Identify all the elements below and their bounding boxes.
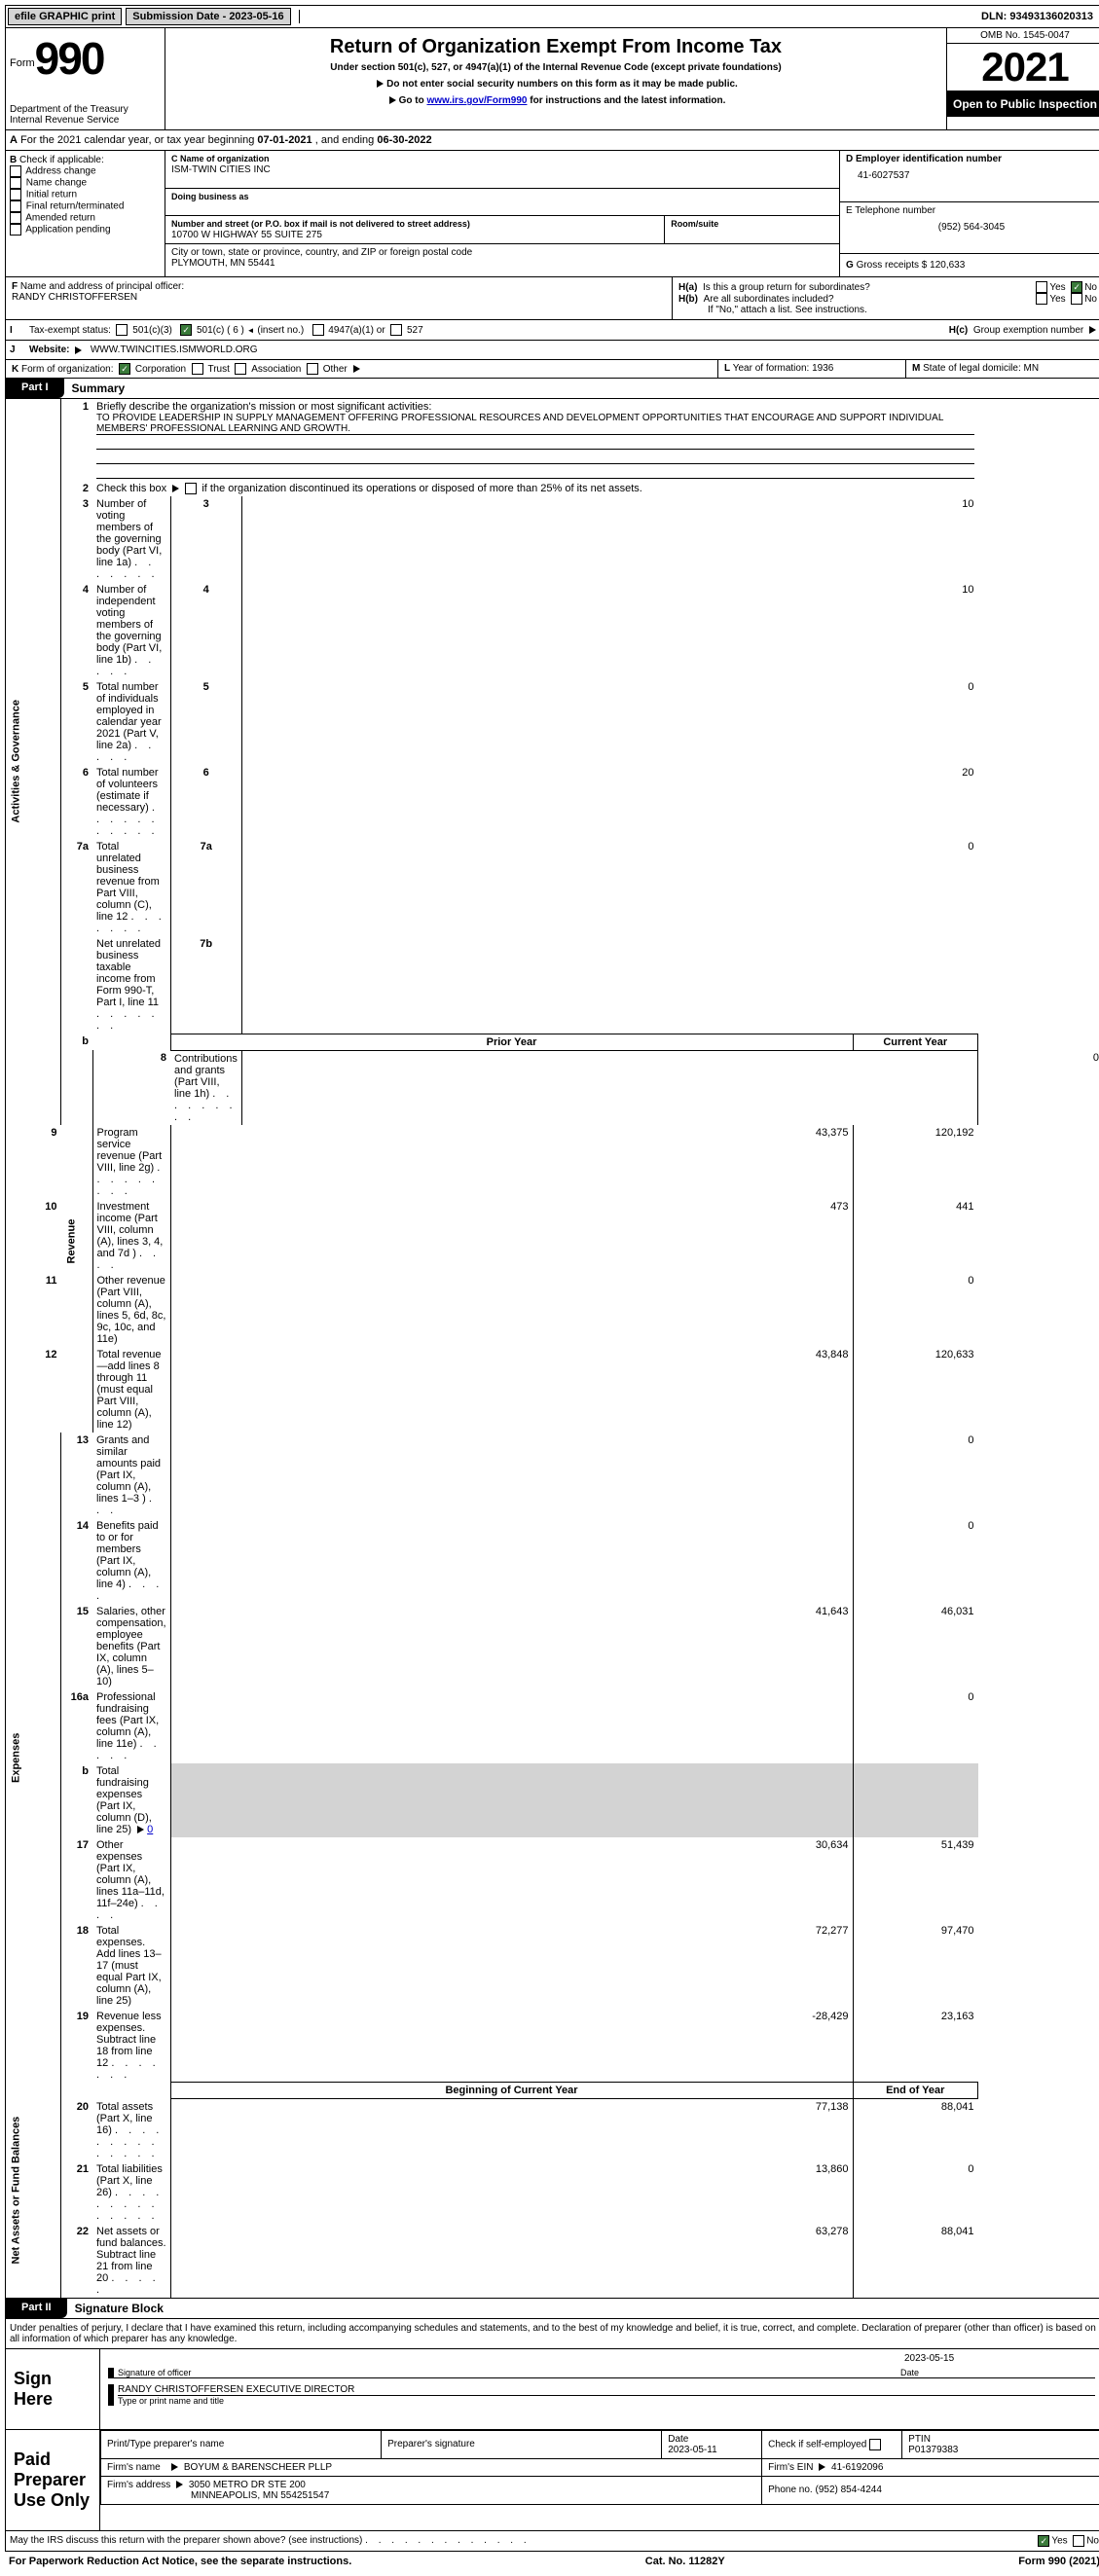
page-footer: For Paperwork Reduction Act Notice, see … [5,2552,1099,2571]
section-b: B Check if applicable: Address change Na… [6,151,165,276]
checkbox-association[interactable] [235,363,246,375]
part2-header: Part II Signature Block [5,2299,1099,2319]
form-title: Return of Organization Exempt From Incom… [169,36,942,58]
form-identifier: Form990 Department of the Treasury Inter… [6,28,165,129]
checkbox-initial-return[interactable] [10,189,21,200]
sign-here-label: Sign Here [6,2349,100,2429]
val-5: 0 [241,679,977,765]
principal-officer: RANDY CHRISTOFFERSEN [12,292,137,303]
section-klm: K Form of organization: Corporation Trus… [5,360,1099,379]
checkbox-trust[interactable] [192,363,203,375]
checkbox-name-change[interactable] [10,177,21,189]
firm-address: 3050 METRO DR STE 200 [189,2480,306,2490]
checkbox-hb-yes[interactable] [1036,293,1047,305]
checkbox-application-pending[interactable] [10,224,21,236]
part1-header: Part I Summary [5,379,1099,399]
side-label-expenses: Expenses [6,1433,61,2083]
gross-receipts: 120,633 [930,260,965,271]
val-7a: 0 [241,839,977,936]
section-bcdefg: B Check if applicable: Address change Na… [5,151,1099,277]
checkbox-501c[interactable] [180,324,192,336]
checkbox-address-change[interactable] [10,165,21,177]
val-3: 10 [241,496,977,582]
preparer-table: Print/Type preparer's namePreparer's sig… [100,2430,1099,2505]
section-a: A For the 2021 calendar year, or tax yea… [5,130,1099,151]
checkbox-527[interactable] [390,324,402,336]
checkbox-hb-no[interactable] [1071,293,1082,305]
checkbox-501c3[interactable] [116,324,128,336]
checkbox-final-return[interactable] [10,200,21,212]
firm-phone: (952) 854-4244 [816,2485,882,2495]
fundraising-link[interactable]: 0 [147,1824,153,1835]
irs-link[interactable]: www.irs.gov/Form990 [426,95,527,106]
checkbox-discuss-yes[interactable] [1038,2535,1049,2547]
declaration: Under penalties of perjury, I declare th… [6,2319,1099,2348]
section-i: ITax-exempt status: 501(c)(3) 501(c) ( 6… [5,320,1099,341]
officer-name: RANDY CHRISTOFFERSEN EXECUTIVE DIRECTOR [118,2384,1095,2395]
omb-number: OMB No. 1545-0047 [947,28,1099,44]
state-domicile: MN [1024,363,1040,374]
irs-label: Internal Revenue Service [10,115,161,126]
side-label-netassets: Net Assets or Fund Balances [6,2083,61,2299]
efile-button[interactable]: efile GRAPHIC print [8,8,122,25]
firm-name: BOYUM & BARENSCHEER PLLP [184,2462,332,2473]
org-name: ISM-TWIN CITIES INC [171,164,271,175]
city-state-zip: PLYMOUTH, MN 55441 [171,258,275,269]
checkbox-4947[interactable] [312,324,324,336]
checkbox-ha-no[interactable] [1071,281,1082,293]
section-c: C Name of organizationISM-TWIN CITIES IN… [165,151,839,276]
side-label-revenue: Revenue [61,1050,93,1433]
street-address: 10700 W HIGHWAY 55 SUITE 275 [171,230,322,240]
ein: 41-6027537 [846,164,1097,187]
section-fh: F Name and address of principal officer:… [5,277,1099,320]
checkbox-self-employed[interactable] [869,2439,881,2450]
dln: DLN: 93493136020313 [981,11,1099,22]
section-deg: D Employer identification number41-60275… [839,151,1099,276]
val-4: 10 [241,582,977,679]
summary-table: Activities & Governance 1Briefly describ… [5,399,1099,2299]
side-label-activities: Activities & Governance [6,399,61,1125]
checkbox-discuss-no[interactable] [1073,2535,1084,2547]
dept-treasury: Department of the Treasury [10,104,161,115]
checkbox-amended[interactable] [10,212,21,224]
open-inspection: Open to Public Inspection [947,91,1099,117]
val-6: 20 [241,765,977,839]
tax-year: 2021 [947,44,1099,91]
checkbox-discontinued[interactable] [185,483,197,494]
signature-block: Under penalties of perjury, I declare th… [5,2319,1099,2552]
paid-preparer-label: Paid Preparer Use Only [6,2430,100,2530]
form-number: 990 [35,33,104,84]
top-bar: efile GRAPHIC print Submission Date - 20… [6,6,1099,27]
telephone: (952) 564-3045 [846,216,1097,238]
mission-text: TO PROVIDE LEADERSHIP IN SUPPLY MANAGEME… [96,413,974,435]
section-j: JWebsite: WWW.TWINCITIES.ISMWORLD.ORG [5,341,1099,360]
ptin: P01379383 [908,2445,958,2455]
form-header: efile GRAPHIC print Submission Date - 20… [5,5,1099,130]
checkbox-ha-yes[interactable] [1036,281,1047,293]
year-formation: 1936 [812,363,833,374]
subtitle-1: Under section 501(c), 527, or 4947(a)(1)… [169,62,942,73]
val-7b [241,936,977,1034]
firm-ein: 41-6192096 [831,2462,883,2473]
submission-date: Submission Date - 2023-05-16 [126,8,290,25]
website: WWW.TWINCITIES.ISMWORLD.ORG [91,345,258,355]
checkbox-other[interactable] [307,363,318,375]
checkbox-corporation[interactable] [119,363,130,375]
